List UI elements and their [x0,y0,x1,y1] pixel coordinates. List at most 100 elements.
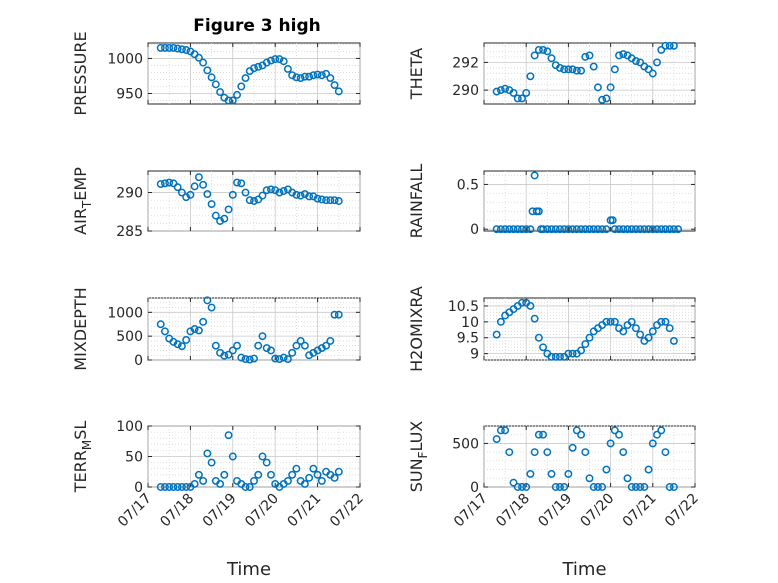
data-point [224,350,233,359]
data-point [199,476,208,485]
data-point [267,346,275,355]
data-point [522,225,531,234]
data-point [568,225,577,234]
data-point [275,188,284,197]
data-point [288,470,297,479]
y-axis-label: TERRMSL [71,421,94,494]
data-point [551,225,560,234]
data-point [636,330,645,339]
data-point [534,333,543,342]
data-point [194,326,203,335]
y-tick-label: 500 [452,436,479,452]
data-point [539,225,548,234]
data-point [199,58,208,67]
data-point [296,336,305,345]
data-point [241,74,250,83]
data-point [250,476,258,485]
data-point [669,41,678,50]
data-point [173,340,182,349]
data-point [669,483,678,491]
data-point [173,44,182,53]
data-point [334,87,343,96]
data-point [518,483,526,491]
data-point [551,483,560,491]
data-point [539,430,548,439]
data-point [593,83,602,92]
data-point [602,225,611,234]
data-point [169,483,178,491]
data-point [267,56,275,65]
data-point [547,54,556,63]
data-point [161,179,169,188]
subplot-7: 0 50 100 07/17 07/18 07/19 07/20 07/21 07/22 TERR… [71,419,367,580]
data-point [543,448,552,457]
data-point [250,197,258,205]
data-point [585,474,594,483]
data-point [182,483,191,491]
data-point [610,317,619,326]
series-markers [492,171,683,234]
data-point [254,62,263,71]
data-point [636,58,645,67]
data-point [513,94,522,103]
y-tick-label: 285 [116,224,143,240]
data-point [190,325,199,333]
data-point [334,467,343,476]
data-point [211,80,220,89]
data-point [665,483,674,491]
data-point [241,483,250,491]
data-point [283,64,292,73]
data-point [653,430,661,439]
data-point [581,340,590,349]
y-tick-label: 10.5 [448,299,479,315]
data-point [165,483,174,491]
data-point [551,352,560,361]
data-point [623,474,632,483]
data-point [598,225,607,234]
data-point [182,336,191,344]
data-point [313,70,322,79]
data-point [669,225,678,234]
data-point [619,448,628,457]
data-point [283,476,292,485]
data-point [606,317,615,326]
data-point [615,51,623,60]
data-point [220,214,229,223]
data-point [177,45,186,54]
data-point [177,483,186,491]
data-point [560,225,569,234]
series-markers [492,426,678,491]
data-point [530,314,539,323]
data-point [636,225,645,234]
data-point [326,196,335,205]
data-point [509,478,518,487]
subplot-8: 0 500 07/17 07/18 07/19 07/20 07/21 07/22 SUNFLU… [407,421,702,580]
data-point [564,225,573,234]
data-point [330,473,339,482]
data-point [220,470,229,479]
x-tick-label: 07/18 [157,491,197,531]
data-point [539,45,548,54]
data-point [492,435,501,444]
x-tick-label: 07/21 [620,491,660,531]
data-point [300,480,309,488]
data-point [522,483,531,491]
data-point [161,483,169,491]
data-point [556,64,564,72]
data-point [518,94,526,103]
y-axis-label: RAINFALL [407,164,426,239]
data-point [534,430,543,439]
data-point [245,483,254,491]
data-point [182,46,191,54]
data-point [657,426,666,435]
data-point [598,483,607,491]
data-point [199,317,208,326]
data-point [631,483,640,491]
y-tick-label: 1000 [107,305,143,321]
data-point [530,448,539,457]
data-point [644,333,653,342]
y-tick-label: 9 [470,347,479,363]
data-point [509,225,518,234]
data-point [619,50,628,59]
data-point [619,327,628,336]
